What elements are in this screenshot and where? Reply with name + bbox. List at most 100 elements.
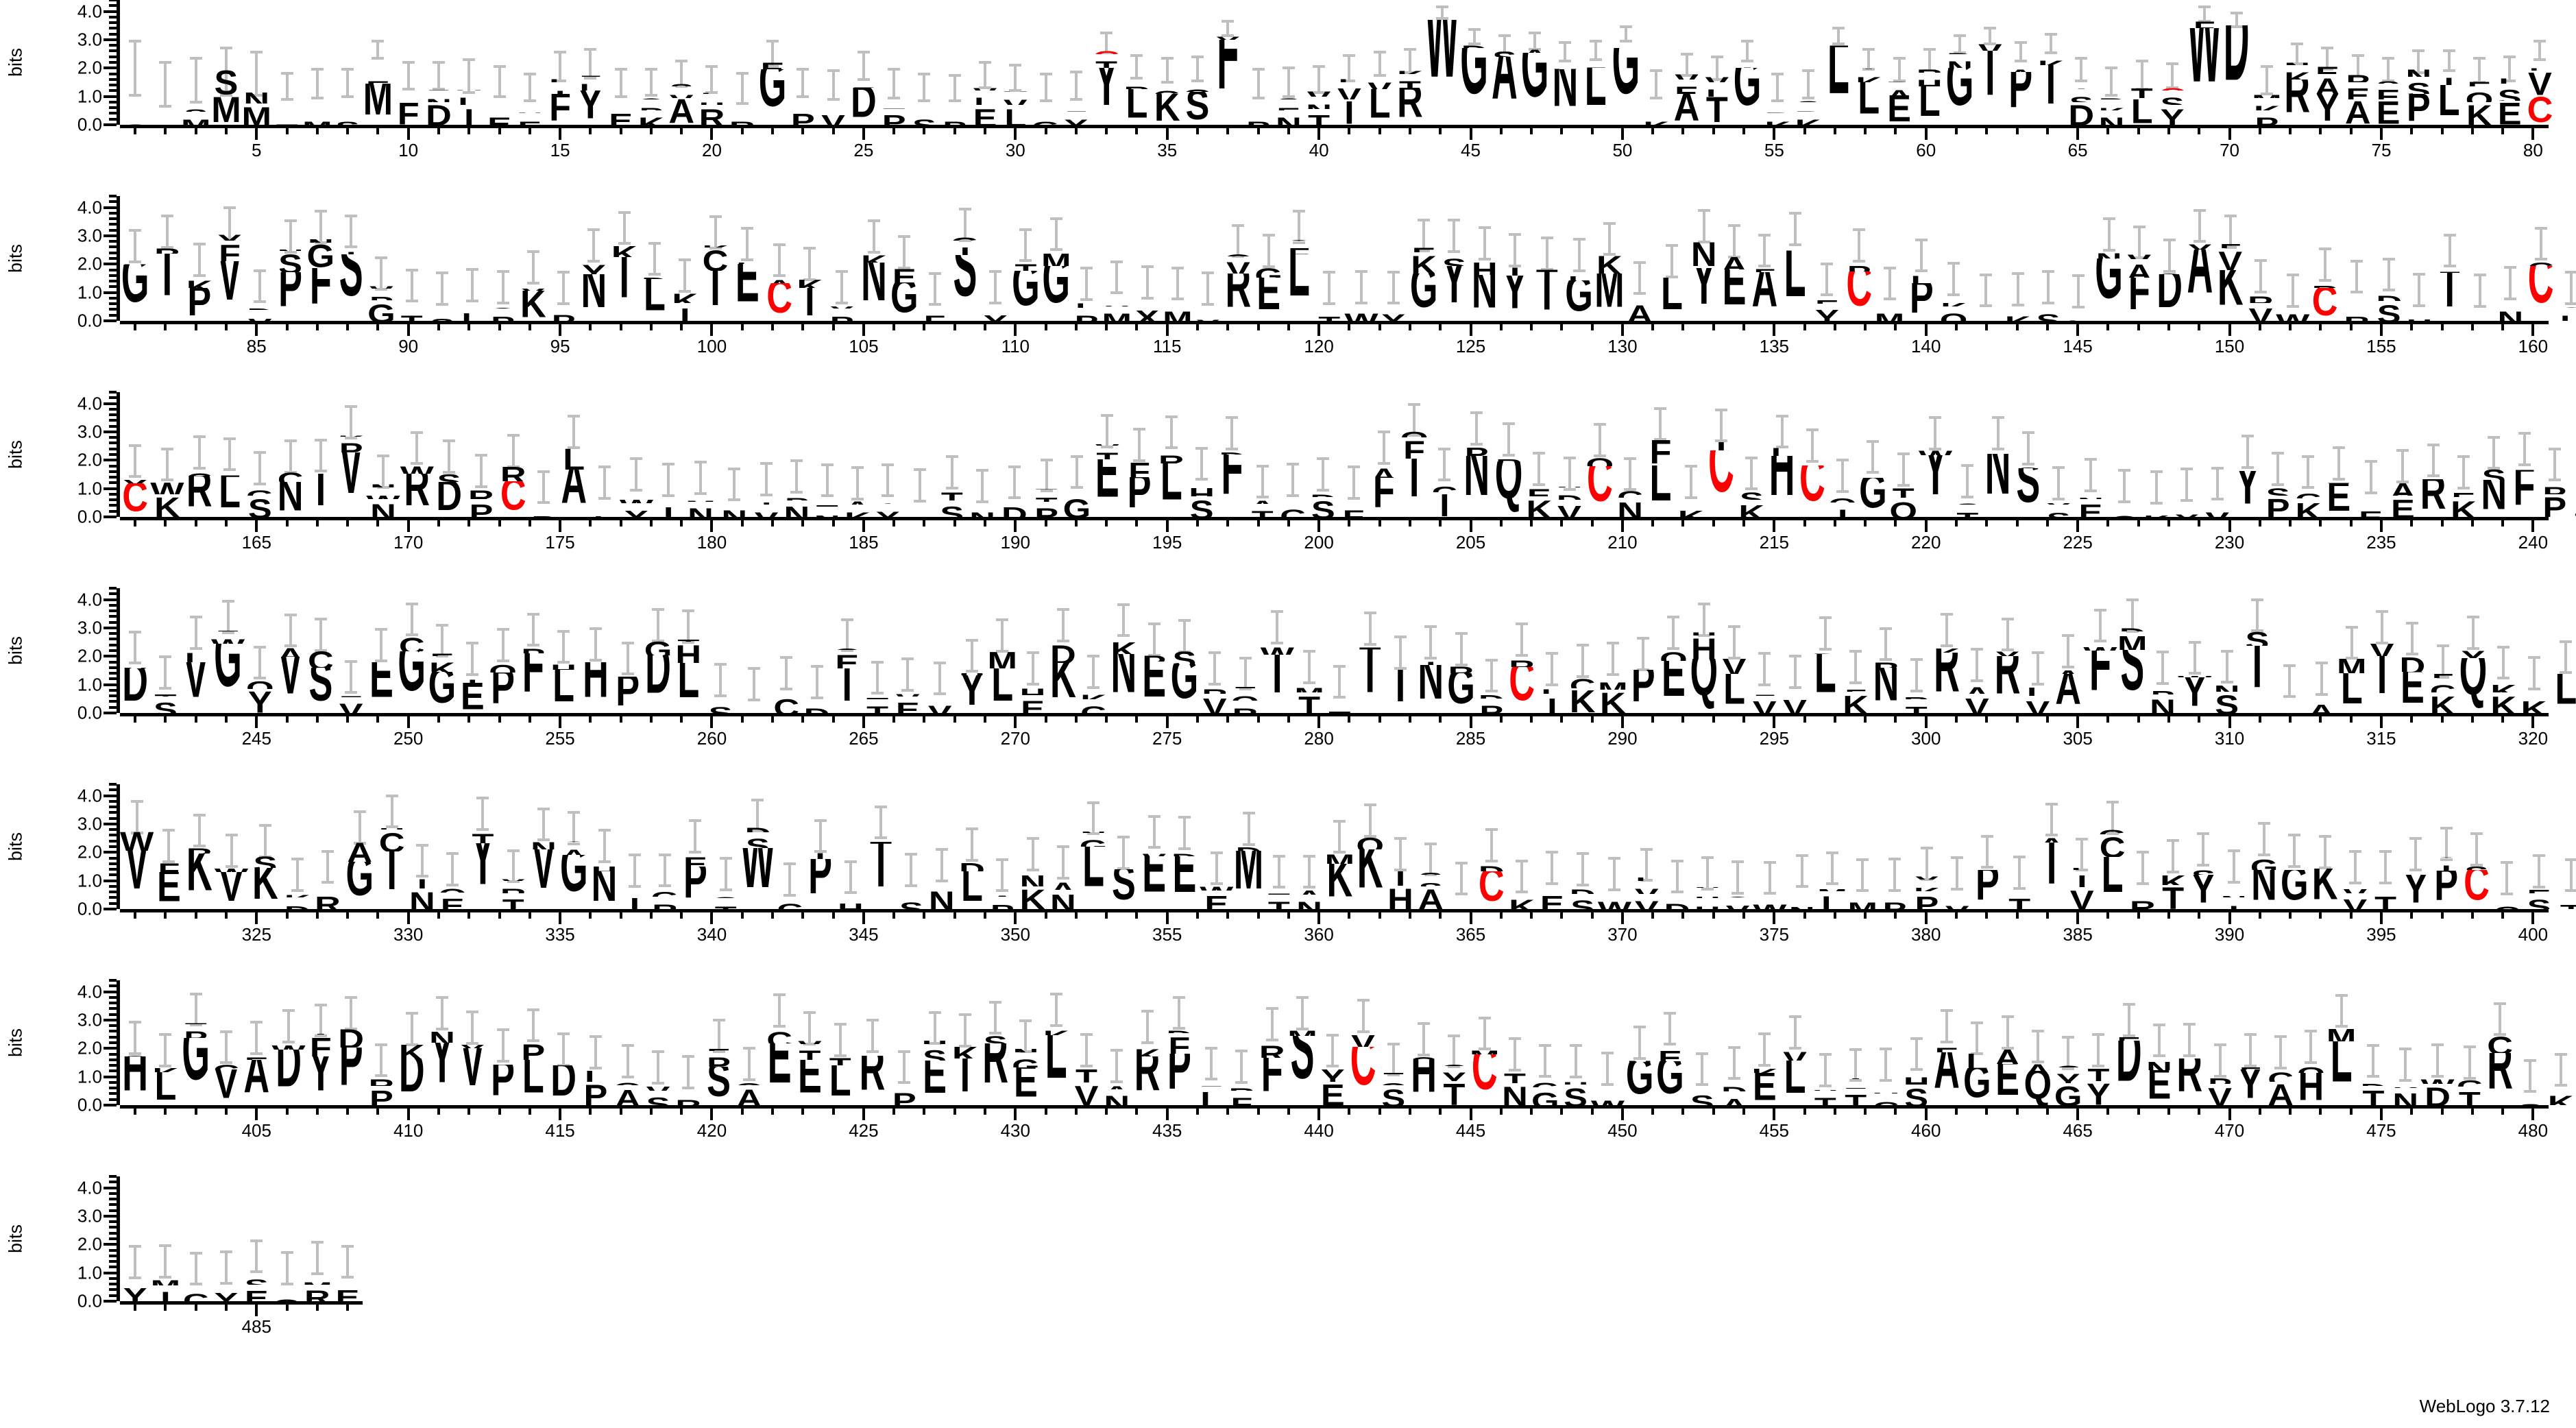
x-tick-label-slot: [424, 531, 454, 554]
x-tick-label-slot: [1334, 923, 1364, 946]
logo-letter: Q: [1230, 688, 1260, 700]
x-tick-label-slot: 430: [1000, 1119, 1030, 1142]
x-tick-label: 175: [545, 532, 575, 553]
x-tick-label-slot: [424, 335, 454, 358]
x-tick-label-slot: [2245, 335, 2275, 358]
x-tick-major: [1911, 716, 1941, 728]
error-bar: [1593, 423, 1606, 458]
x-tick-label-slot: [940, 138, 970, 162]
y-tick-label: 1.0: [77, 86, 102, 107]
x-tick-label-slot: [1971, 335, 2002, 358]
logo-letter: P: [487, 308, 518, 321]
x-tick-label-slot: [666, 531, 696, 554]
logo-letter: A: [987, 886, 1017, 897]
x-tick-major: [849, 324, 879, 336]
x-tick-label-slot: 420: [696, 1119, 727, 1142]
logo-letter: L: [2026, 683, 2049, 696]
logo-letter: Y: [923, 690, 957, 699]
x-tick-major: [696, 128, 727, 140]
logo-position-stack: TPF: [518, 588, 548, 713]
logo-position-stack: RCR: [184, 392, 215, 517]
y-tick-minor: [109, 1024, 117, 1028]
x-tick-minor: [1516, 128, 1546, 139]
x-tick-minor: [2154, 128, 2184, 139]
y-tick-label: 1.0: [77, 1262, 102, 1283]
x-tick-label: 415: [545, 1120, 575, 1141]
logo-position-stack: ELAV: [1962, 588, 1992, 713]
x-tick-minor: [1941, 324, 1971, 335]
error-bar: [1117, 836, 1130, 870]
x-tick-minor: [636, 912, 666, 923]
x-tick-label-slot: [2245, 138, 2275, 162]
x-tick-minor: [909, 128, 939, 139]
x-tick-major: [1000, 128, 1030, 140]
x-tick-label-slot: [2336, 335, 2366, 358]
x-tick-minor: [2488, 912, 2518, 923]
logo-letter: T: [940, 489, 963, 500]
logo-letter: K: [2490, 681, 2517, 693]
logo-letter: P: [707, 1053, 731, 1067]
logo-letter: M: [987, 647, 1018, 669]
logo-letter: L: [2525, 60, 2555, 71]
logo-position-stack: VTE: [1092, 392, 1122, 517]
logo-letter: V: [1202, 693, 1227, 713]
logo-letter: S: [1121, 69, 1152, 79]
x-tick-minor: [332, 912, 363, 923]
logo-letter: Y: [2461, 647, 2486, 659]
logo-letter: E: [1537, 881, 1567, 891]
x-tick-major: [393, 1109, 424, 1120]
error-bar: [598, 465, 611, 500]
logo-letter: M: [302, 113, 332, 125]
error-bar: [2413, 273, 2426, 307]
x-tick-label-slot: [1941, 335, 1971, 358]
logo-letter: I: [387, 851, 397, 906]
logo-letter: P: [2556, 292, 2576, 298]
logo-letter: F: [1338, 503, 1368, 517]
x-tick-label-slot: [2124, 1119, 2154, 1142]
logo-letter: R: [1793, 102, 1823, 112]
logo-letter: N: [1984, 454, 2011, 513]
x-tick-label-slot: [2488, 1119, 2518, 1142]
logo-letter: C: [1350, 1047, 1376, 1102]
logo-letter: Y: [1692, 267, 1716, 319]
x-tick-minor: [484, 912, 514, 923]
error-bar: [1665, 244, 1678, 278]
logo-letter: V: [217, 261, 242, 317]
logo-letter: W: [1686, 1080, 1719, 1090]
logo-position-stack: RMQE: [1658, 588, 1688, 713]
logo-letter: Y: [1193, 311, 1223, 321]
logo-letter: S: [2066, 89, 2096, 102]
logo-letter: V: [2208, 1084, 2232, 1105]
x-tick-minor: [332, 716, 363, 727]
error-bar: [258, 823, 271, 858]
logo-position-stack: QPCEN: [1787, 784, 1817, 909]
logo-position-stack: INLGT: [711, 784, 741, 909]
logo-position-stack: ERISW: [903, 392, 937, 517]
x-tick-minor: [1971, 912, 2002, 923]
logo-letter: S: [1189, 496, 1214, 517]
logo-letter: N: [332, 97, 363, 106]
logo-letter: V: [1304, 84, 1334, 96]
x-tick-label-slot: [727, 923, 757, 946]
x-tick-major: [696, 324, 727, 336]
logo-letter: S: [1952, 494, 1982, 505]
x-tick-label-slot: [211, 1315, 241, 1338]
logo-position-stack: TTP: [1032, 392, 1062, 517]
y-tick-major: [104, 1104, 117, 1106]
x-tick-major: [1000, 912, 1030, 924]
logo-letter: D: [2117, 620, 2148, 631]
x-tick-minor: [757, 520, 788, 531]
logo-letter: E: [1409, 240, 1439, 253]
logo-position-stack: HEGT: [2556, 784, 2576, 909]
logo-position-stack: VLT: [1702, 0, 1732, 125]
x-tick-minor: [2305, 128, 2335, 139]
error-bar: [1775, 414, 1788, 449]
error-bar: [1508, 1037, 1521, 1072]
logo-letter: R: [487, 1055, 518, 1065]
x-tick-label-slot: [1638, 335, 1668, 358]
y-tick-minor: [109, 811, 117, 814]
x-tick-label-slot: 250: [393, 727, 424, 750]
y-tick-minor: [109, 27, 117, 30]
logo-letter: A: [1049, 880, 1076, 891]
logo-position-stack: RDVC: [1871, 980, 1901, 1105]
